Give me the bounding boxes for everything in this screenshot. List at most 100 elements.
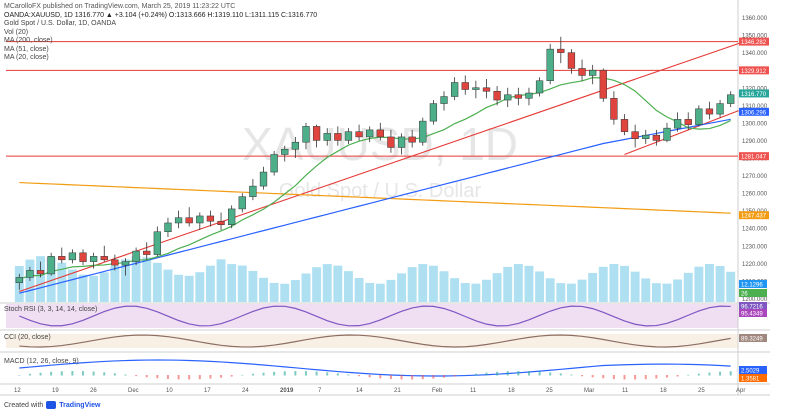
candle-body [705,108,714,115]
legend-ma51[interactable]: MA (51, close) [4,45,49,53]
time-tick-label: 24 [242,388,249,394]
candle-body [238,196,246,210]
macd-histogram-bar [676,375,679,377]
volume-bar [36,256,46,302]
time-tick-label: 7 [318,388,322,394]
candle-body [217,220,225,225]
time-tick-label: Dec [128,388,139,394]
candle-body [557,48,565,53]
candle-body [259,171,268,187]
macd-histogram-bar [506,371,509,376]
candle-body [323,133,331,141]
macd-histogram-bar [336,373,339,376]
candle-body [727,94,735,104]
time-tick-label: 11 [470,388,477,394]
legend-ma20[interactable]: MA (20, close) [4,54,49,61]
pane-value-tag-label: 89.3249 [741,337,763,343]
ma20-line [19,77,731,280]
macd-label: MACD (12, 26, close, 9) [4,358,79,365]
macd-histogram-bar [570,374,573,376]
pane-value-tag-label: 2.5029 [741,369,760,375]
candle-body [334,133,342,141]
pane-value-tag-label: 1.3581 [741,377,760,383]
price-tick-label: 1200.000 [742,297,768,303]
price-tick-label: 1350.000 [742,34,768,40]
price-tick-label: 1360.000 [742,16,768,22]
volume-bar [365,282,375,302]
macd-histogram-bar [634,375,637,380]
macd-histogram-bar [304,371,307,376]
pane-value-tag-label: 96.7216 [741,305,763,311]
volume-bar [566,283,576,302]
stoch-rsi-band [6,304,738,328]
stoch-rsi-label: Stoch RSI (3, 3, 14, 14, close) [4,306,98,313]
candle-body [143,250,151,255]
price-tick-label: 1320.000 [742,86,768,92]
macd-histogram-bar [103,372,106,376]
price-tag-bg [739,107,769,116]
price-tag-label: 1306.296 [741,110,767,116]
volume-bar [577,279,587,302]
macd-histogram-bar [602,375,605,379]
volume-bar [89,275,99,302]
macd-histogram-bar [644,375,647,380]
volume-bar [46,257,56,302]
legend-ma200[interactable]: MA (200, close) [4,37,53,44]
macd-histogram-bar [251,373,254,376]
candle-body [440,96,448,104]
volume-bar [67,269,77,302]
time-tick-label: Feb [432,388,443,394]
candle-body [355,131,363,138]
macd-histogram-bar [347,374,350,376]
macd-histogram-bar [368,375,371,378]
volume-bar [237,265,247,302]
time-tick-label: Apr [736,388,745,394]
candle-body [397,136,406,148]
candle-body [535,80,544,94]
volume-bar [152,262,162,302]
legend-volume[interactable]: Vol (20) [4,28,29,36]
candle-body [578,68,586,76]
candle-body [79,252,87,262]
volume-bar [662,283,672,302]
volume-bar [704,264,714,302]
macd-histogram-bar [294,371,297,376]
footer: Created with TradingView [4,401,100,409]
trend-line-main [19,41,743,292]
pane-value-tag-label: 26 [741,292,748,298]
candle-body [652,134,661,141]
macd-histogram-bar [50,371,53,376]
macd-histogram-bar [538,371,541,376]
volume-bar [620,265,629,302]
volume-bar [428,265,438,302]
legend-series[interactable]: Gold Spot / U.S. Dollar, 1D, OANDA [4,20,117,27]
candle-body [482,87,491,92]
volume-bar [503,266,513,302]
volume-bar [556,283,566,302]
macd-histogram-bar [379,375,382,379]
macd-histogram-bar [612,375,615,380]
volume-bar [715,266,725,302]
price-tag-bg [739,37,769,46]
candle-body [514,94,522,99]
time-tick-label: 10 [166,388,173,394]
macd-histogram-bar [591,375,594,378]
volume-bar [598,266,608,302]
macd-histogram-bar [60,371,63,376]
macd-histogram-bar [729,371,732,376]
price-tick-label: 1340.000 [742,51,768,57]
macd-histogram-bar [113,373,116,376]
footer-brand[interactable]: TradingView [59,401,101,409]
volume-bar [386,279,396,302]
candle-body [589,69,597,76]
time-tick-label: Mar [584,388,594,394]
volume-bar [163,269,173,302]
candle-body [26,270,34,278]
volume-bar [545,278,555,302]
macd-histogram-bar [18,375,21,376]
volume-bar [259,277,268,302]
macd-histogram-bar [581,375,584,377]
candle-body [312,126,321,141]
volume-bar [535,271,545,302]
